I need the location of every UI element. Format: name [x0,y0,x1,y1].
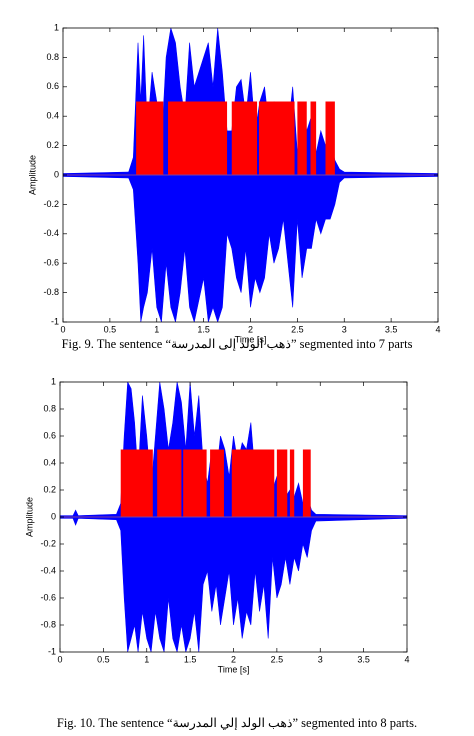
y-tick-label: 0.6 [43,430,56,440]
y-tick-label: 1 [51,376,56,386]
x-tick-label: 3.5 [385,324,398,334]
segment [183,449,207,517]
segment [168,101,228,175]
x-tick-label: 4 [435,324,440,334]
segment [157,449,182,517]
y-tick-label: -1 [48,646,56,656]
y-tick-label: 0.8 [46,52,59,62]
segment [297,101,307,175]
segment [289,449,295,517]
y-axis-label: Amplitude [24,497,34,537]
segment [310,101,317,175]
segment [325,101,335,175]
x-tick-label: 3.5 [357,654,370,664]
x-tick-label: 3 [318,654,323,664]
y-tick-label: 0.4 [46,111,59,121]
y-tick-label: 1 [54,22,59,32]
plot-area: 0 0.5 1 1.5 2 2.5 3 3.5 4 -1 -0.8 -0.6 -0.4 -0.2 0 0.2 0… [24,376,409,674]
x-tick-label: 3 [342,324,347,334]
x-tick-label: 0 [57,654,62,664]
segment [231,101,258,175]
plot-inner [63,28,438,322]
x-tick-label: 4 [404,654,409,664]
y-tick-label: 0 [51,511,56,521]
x-tick-label: 1.5 [197,324,210,334]
x-tick-label: 2 [231,654,236,664]
y-tick-label: -1 [51,316,59,326]
segment [136,101,164,175]
y-tick-label: -0.2 [40,538,56,548]
y-tick-label: 0.4 [43,457,56,467]
x-axis-label: Time [s] [218,664,250,674]
y-tick-label: -0.8 [43,287,59,297]
x-tick-label: 0.5 [104,324,117,334]
segment [302,449,311,517]
x-tick-label: 1.5 [184,654,197,664]
x-axis-label: Time [s] [235,334,267,344]
x-tick-label: 2.5 [271,654,284,664]
plot-area: 0 0.5 1 1.5 2 2.5 3 3.5 4 -1 -0.8 -0.6 -0.4 -0.2 0 0.2 0… [27,22,440,344]
y-tick-label: -0.2 [43,199,59,209]
caption: Fig. 10. The sentence “ذهب الولد إلي الم… [57,716,417,731]
y-tick-label: 0.2 [46,140,59,150]
x-tick-label: 1 [154,324,159,334]
y-tick-label: -0.6 [43,258,59,268]
y-tick-label: 0.8 [43,403,56,413]
plot-inner [60,382,407,652]
x-tick-label: 2 [248,324,253,334]
y-tick-label: -0.8 [40,619,56,629]
y-tick-label: -0.4 [40,565,56,575]
y-tick-label: -0.4 [43,228,59,238]
x-tick-label: 0 [60,324,65,334]
segment [210,449,224,517]
waveform-lower [60,516,407,652]
waveform-lower [63,174,438,322]
x-tick-label: 2.5 [291,324,304,334]
y-tick-label: 0.2 [43,484,56,494]
y-tick-label: 0 [54,169,59,179]
segment [120,449,153,517]
x-tick-label: 1 [144,654,149,664]
caption: Fig. 9. The sentence “ذهب الولد إلى المد… [62,337,413,352]
y-axis-label: Amplitude [27,155,37,195]
segment [258,101,295,175]
y-tick-label: 0.6 [46,81,59,91]
y-tick-label: -0.6 [40,592,56,602]
x-tick-label: 0.5 [97,654,110,664]
segment [231,449,275,517]
segment [276,449,288,517]
